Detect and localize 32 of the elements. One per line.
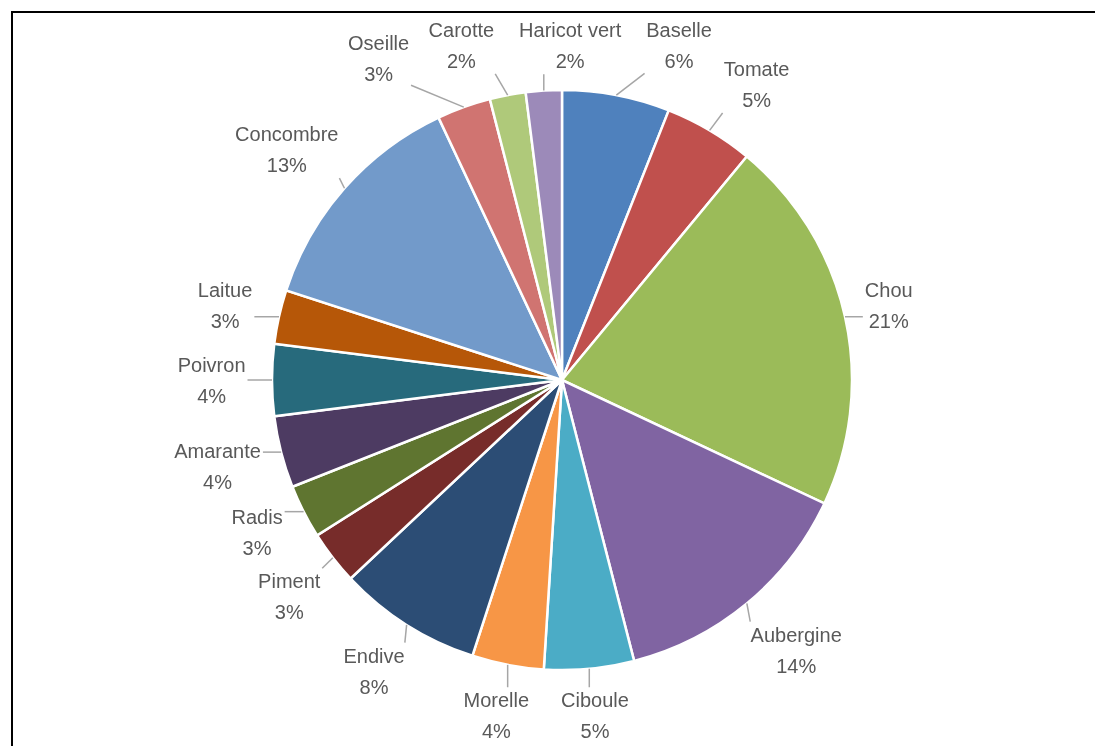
data-label: 2% xyxy=(446,50,477,73)
data-label: 6% xyxy=(664,50,694,73)
slice-label: Tomate xyxy=(723,58,790,81)
data-label: 14% xyxy=(776,654,817,677)
data-label: 21% xyxy=(868,310,909,333)
data-label: 3% xyxy=(210,310,240,333)
slice-label: Ciboule xyxy=(561,689,629,712)
data-label: 3% xyxy=(274,600,304,623)
slice-label: Amarante xyxy=(174,439,261,462)
data-label: 4% xyxy=(481,720,512,743)
slice-label: Piment xyxy=(258,569,321,592)
data-label: 3% xyxy=(242,536,272,559)
slice-label: Concombre xyxy=(235,123,339,146)
data-label: 4% xyxy=(203,470,233,493)
slice-label: Laitue xyxy=(197,279,253,302)
data-label: 4% xyxy=(197,385,227,408)
data-label: 5% xyxy=(742,89,772,112)
slice-label: Aubergine xyxy=(750,623,842,646)
slice-label: Chou xyxy=(864,279,913,302)
slice-label: Poivron xyxy=(177,354,246,377)
slice-label: Endive xyxy=(343,644,405,667)
slice-label: Radis xyxy=(231,505,283,528)
data-label: 5% xyxy=(580,720,610,743)
data-label: 8% xyxy=(359,675,389,698)
slice-label: Morelle xyxy=(463,689,530,712)
data-label: 2% xyxy=(555,50,585,73)
slice-label: Baselle xyxy=(646,19,712,42)
slice-label: Oseille xyxy=(348,31,410,54)
data-label: 13% xyxy=(266,154,308,177)
slice-label: Carotte xyxy=(428,19,495,42)
slice-label: Haricot vert xyxy=(519,19,622,42)
data-label: 3% xyxy=(364,62,394,85)
